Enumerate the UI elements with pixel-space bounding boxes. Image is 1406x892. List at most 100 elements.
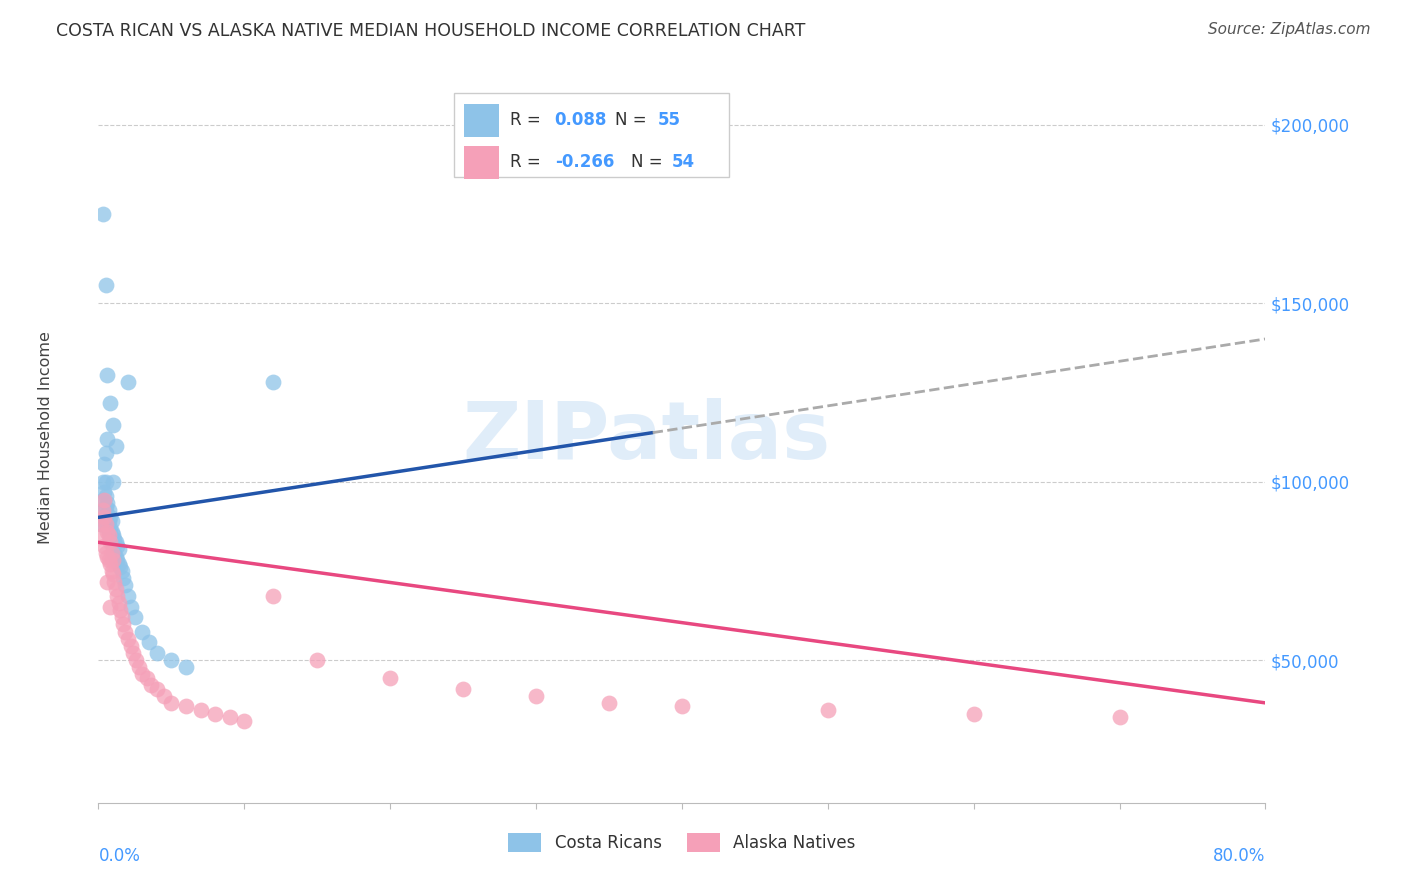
Point: [524, 689, 547, 703]
Point: [98, 557, 121, 571]
Point: [100, 524, 122, 539]
Point: [97, 503, 120, 517]
Point: [101, 567, 124, 582]
Point: [101, 528, 124, 542]
Point: [101, 553, 124, 567]
Point: [451, 681, 474, 696]
Point: [96, 549, 118, 564]
Point: [128, 660, 150, 674]
Point: [100, 514, 122, 528]
Point: [138, 635, 160, 649]
Point: [93, 457, 115, 471]
Point: [146, 646, 169, 660]
Point: [104, 535, 127, 549]
Point: [131, 667, 153, 681]
Point: [91, 475, 114, 489]
Point: [104, 582, 127, 596]
Point: [190, 703, 212, 717]
FancyBboxPatch shape: [454, 94, 728, 178]
Point: [104, 549, 127, 564]
Point: [96, 524, 118, 539]
Point: [112, 617, 135, 632]
Text: 55: 55: [658, 112, 681, 129]
Point: [101, 475, 124, 489]
Point: [98, 510, 121, 524]
Point: [96, 496, 118, 510]
Text: N =: N =: [616, 112, 652, 129]
FancyBboxPatch shape: [464, 145, 499, 178]
Point: [91, 503, 114, 517]
Point: [91, 207, 114, 221]
Point: [174, 660, 197, 674]
Point: [174, 699, 197, 714]
Point: [110, 560, 132, 574]
Text: 54: 54: [672, 153, 695, 171]
Point: [122, 646, 145, 660]
Point: [131, 624, 153, 639]
FancyBboxPatch shape: [464, 103, 499, 136]
Point: [93, 510, 115, 524]
Point: [671, 699, 693, 714]
Point: [120, 599, 142, 614]
Point: [110, 603, 132, 617]
Point: [90, 517, 112, 532]
Point: [233, 714, 256, 728]
Point: [97, 528, 120, 542]
Point: [104, 439, 127, 453]
Point: [94, 510, 117, 524]
Point: [111, 610, 134, 624]
Point: [103, 546, 125, 560]
Point: [98, 599, 121, 614]
Point: [139, 678, 162, 692]
Text: Median Household Income: Median Household Income: [38, 331, 53, 543]
Point: [105, 553, 128, 567]
Point: [124, 610, 146, 624]
Point: [218, 710, 240, 724]
Point: [100, 535, 122, 549]
Point: [1108, 710, 1130, 724]
Point: [96, 368, 118, 382]
Point: [91, 528, 114, 542]
Point: [98, 396, 121, 410]
Point: [98, 532, 121, 546]
Point: [160, 653, 183, 667]
Point: [114, 624, 136, 639]
Point: [117, 589, 139, 603]
Point: [101, 539, 124, 553]
Point: [93, 503, 115, 517]
Text: 0.0%: 0.0%: [98, 847, 141, 864]
Point: [94, 278, 117, 293]
Point: [97, 514, 120, 528]
Point: [94, 546, 117, 560]
Point: [96, 574, 118, 589]
Point: [101, 417, 124, 432]
Point: [94, 446, 117, 460]
Point: [96, 507, 118, 521]
Point: [108, 557, 131, 571]
Point: [598, 696, 620, 710]
Point: [96, 517, 118, 532]
Point: [262, 375, 284, 389]
Text: Source: ZipAtlas.com: Source: ZipAtlas.com: [1208, 22, 1371, 37]
Point: [817, 703, 839, 717]
Point: [108, 542, 131, 557]
Text: ZIPatlas: ZIPatlas: [463, 398, 831, 476]
Point: [105, 589, 128, 603]
Text: 0.088: 0.088: [555, 112, 607, 129]
Text: COSTA RICAN VS ALASKA NATIVE MEDIAN HOUSEHOLD INCOME CORRELATION CHART: COSTA RICAN VS ALASKA NATIVE MEDIAN HOUS…: [56, 22, 806, 40]
Point: [100, 564, 122, 578]
Point: [90, 517, 112, 532]
Point: [94, 500, 117, 514]
Text: -0.266: -0.266: [555, 153, 614, 171]
Point: [94, 475, 117, 489]
Point: [93, 539, 115, 553]
Point: [135, 671, 157, 685]
Point: [117, 375, 139, 389]
Point: [117, 632, 139, 646]
Point: [94, 489, 117, 503]
Point: [204, 706, 226, 721]
Point: [97, 524, 120, 539]
Point: [380, 671, 402, 685]
Text: R =: R =: [510, 153, 547, 171]
Point: [103, 532, 125, 546]
